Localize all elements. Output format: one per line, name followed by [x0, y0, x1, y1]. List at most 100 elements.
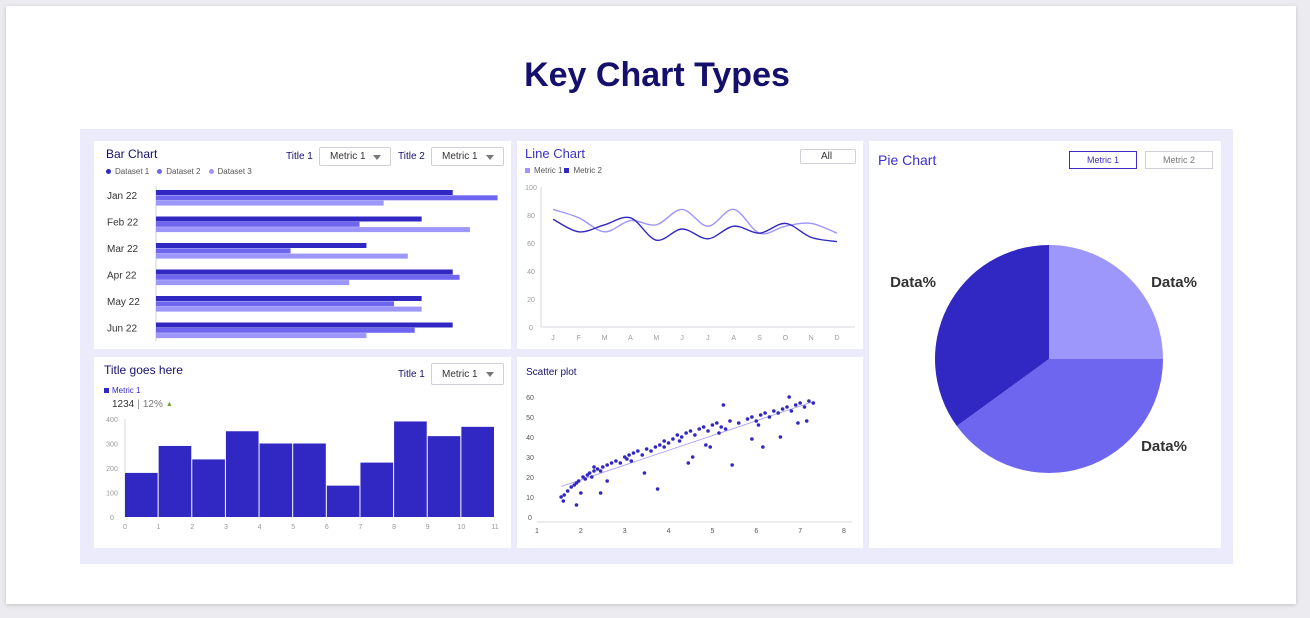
pie-slice-label: Data% — [1141, 438, 1187, 455]
scatter-point — [569, 485, 574, 489]
scatter-point — [745, 417, 750, 421]
scatter-point — [649, 449, 653, 453]
legend-label: Dataset 2 — [166, 167, 201, 176]
scatter-point — [655, 487, 660, 491]
bar-dataset-1 — [156, 322, 453, 328]
bar-category-label: Mar 22 — [107, 244, 139, 255]
hist-filter-select[interactable]: Metric 1 — [431, 363, 504, 385]
pie-slice-label: Data% — [1151, 274, 1197, 291]
page-title: Key Chart Types — [524, 56, 790, 94]
bar-category-label: Feb 22 — [107, 218, 139, 229]
bar-filter1-select[interactable]: Metric 1 — [319, 147, 391, 166]
scatter-point — [671, 437, 675, 441]
scatter-point — [592, 469, 596, 473]
kpi-change: 12% — [142, 399, 163, 410]
chevron-down-icon — [373, 155, 381, 160]
scatter-point — [693, 433, 697, 437]
line-x-tick-label: A — [731, 335, 736, 342]
line-x-tick-label: M — [602, 335, 608, 342]
scatter-point — [618, 461, 623, 465]
scatter-point — [579, 491, 583, 495]
pie-metric2-button[interactable]: Metric 2 — [1145, 151, 1213, 169]
kpi-separator: | — [137, 399, 140, 410]
scatter-point — [717, 431, 721, 435]
scatter-y-tick-label: 50 — [526, 415, 534, 422]
hist-bar — [427, 436, 461, 517]
bar-dataset-3 — [156, 280, 350, 286]
line-filter-select[interactable]: All — [800, 149, 856, 164]
scatter-point — [708, 445, 713, 449]
scatter-title: Scatter plot — [526, 367, 577, 378]
line-y-tick-label: 100 — [525, 185, 537, 192]
line-x-tick-label: F — [577, 335, 581, 342]
pie-slice-label: Data% — [890, 274, 936, 291]
hist-bar — [326, 485, 360, 517]
scatter-point — [677, 439, 682, 443]
bar-dataset-2 — [156, 221, 360, 227]
bar-dataset-3 — [156, 253, 408, 259]
scatter-point — [778, 435, 783, 439]
scatter-point — [721, 403, 726, 407]
scatter-point — [598, 491, 603, 495]
pie-metric1-button[interactable]: Metric 1 — [1069, 151, 1137, 169]
bar-dataset-1 — [156, 216, 422, 222]
scatter-point — [684, 431, 688, 435]
line-series-metric-1 — [552, 208, 838, 235]
legend-item: Metric 2 — [564, 166, 602, 175]
legend-label: Dataset 1 — [115, 167, 150, 176]
line-filter-value: All — [821, 151, 833, 162]
scatter-x-tick-label: 8 — [842, 528, 846, 535]
scatter-point — [662, 445, 666, 449]
scatter-point — [662, 439, 666, 443]
legend-label: Metric 1 — [534, 166, 563, 175]
histogram-card: Title goes here Title 1 Metric 1 Metric … — [94, 357, 511, 548]
scatter-point — [605, 479, 609, 483]
scatter-point — [675, 433, 680, 437]
scatter-x-tick-label: 3 — [623, 528, 627, 535]
legend-square-icon — [104, 388, 109, 393]
bar-filter1-label: Title 1 — [286, 151, 313, 162]
legend-item: Dataset 3 — [208, 167, 252, 176]
scatter-y-tick-label: 0 — [528, 515, 532, 522]
line-y-tick-label: 80 — [527, 213, 535, 220]
legend-dot-icon — [106, 169, 111, 174]
scatter-point — [758, 413, 763, 417]
hist-x-tick-label: 6 — [325, 524, 329, 531]
scatter-x-tick-label: 6 — [754, 528, 758, 535]
legend-label: Metric 1 — [112, 386, 141, 395]
pie-title: Pie Chart — [878, 152, 937, 168]
bar-dataset-3 — [156, 333, 367, 339]
scatter-point — [789, 409, 794, 413]
bar-filter2-select[interactable]: Metric 1 — [431, 147, 504, 166]
legend-item: Dataset 1 — [106, 167, 149, 176]
bar-filter1-value: Metric 1 — [330, 151, 366, 162]
line-y-tick-label: 0 — [529, 325, 533, 332]
pie-slice — [935, 245, 1049, 427]
line-y-tick-label: 60 — [527, 241, 535, 248]
hist-y-tick-label: 0 — [110, 515, 114, 522]
scatter-point — [574, 503, 579, 507]
scatter-point — [561, 499, 566, 503]
scatter-point — [728, 419, 732, 423]
scatter-point — [595, 467, 600, 471]
scatter-point — [796, 421, 800, 425]
bar-dataset-1 — [156, 190, 453, 195]
hist-x-tick-label: 10 — [457, 524, 465, 531]
hist-bar — [125, 472, 158, 517]
scatter-point — [750, 415, 754, 419]
bar-filter2-value: Metric 1 — [442, 151, 478, 162]
hist-x-tick-label: 1 — [157, 524, 161, 531]
legend-label: Metric 2 — [573, 166, 602, 175]
scatter-point — [627, 453, 631, 457]
scatter-point — [785, 405, 789, 409]
hist-bar — [394, 421, 427, 517]
scatter-point — [780, 407, 785, 411]
bar-chart-plot: Jan 22 Feb 22 Mar 22 Apr 22 May 22 Jun 22 — [107, 186, 498, 341]
bar-filter2-label: Title 2 — [398, 151, 425, 162]
bar-dataset-2 — [156, 248, 291, 254]
line-series-metric-2 — [552, 216, 838, 243]
bar-chart-card: Bar Chart Title 1 Metric 1 Title 2 Metri… — [94, 141, 511, 349]
scatter-point — [793, 403, 798, 407]
scatter-point — [756, 423, 761, 427]
hist-x-tick-label: 4 — [258, 524, 262, 531]
